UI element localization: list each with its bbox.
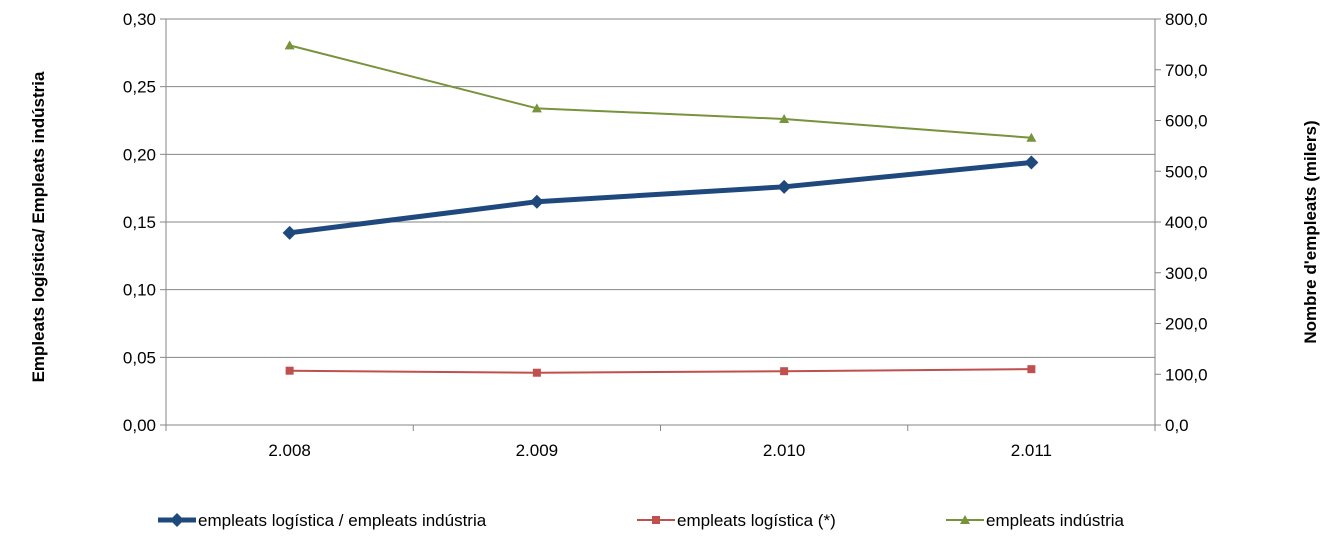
left-axis-ticks: 0,00 0,05 0,10 0,15 0,20 0,25 0,30 (123, 10, 166, 435)
series-3-point (1026, 132, 1037, 142)
legend-swatch-marker (170, 513, 184, 527)
series-1-point (282, 225, 297, 240)
left-tick-label: 0,05 (123, 348, 156, 367)
x-tick-label: 2.009 (516, 441, 559, 460)
series-3-point (531, 103, 542, 113)
series-3 (284, 40, 1037, 142)
right-tick-label: 600,0 (1165, 112, 1208, 131)
legend-label: empleats logística / empleats indústria (198, 511, 487, 530)
right-axis-title: Nombre d'empleats (milers) (1301, 120, 1320, 343)
series-3-point (284, 40, 295, 50)
series-2-point (532, 368, 541, 377)
series-2-point (780, 367, 789, 376)
legend-swatch-marker (960, 515, 970, 524)
x-tick-label: 2.008 (268, 441, 311, 460)
series-3-point (779, 113, 790, 123)
legend-item-1: empleats logística / empleats indústria (158, 511, 487, 530)
legend-item-2: empleats logística (*) (637, 511, 836, 530)
series-2-line (289, 368, 1032, 374)
right-tick-label: 700,0 (1165, 61, 1208, 80)
left-tick-label: 0,20 (123, 145, 156, 164)
right-tick-label: 300,0 (1165, 264, 1208, 283)
gridlines (166, 18, 1155, 358)
right-tick-label: 200,0 (1165, 315, 1208, 334)
series-1 (282, 155, 1039, 240)
series-layer (282, 40, 1039, 377)
left-axis-title: Empleats logística/ Empleats indústria (29, 71, 48, 382)
left-tick-label: 0,30 (123, 10, 156, 29)
series-1-line (289, 159, 1032, 236)
series-1-point (529, 194, 544, 209)
x-tick-label: 2.011 (1011, 441, 1052, 460)
series-2 (285, 365, 1036, 377)
left-tick-label: 0,15 (123, 213, 156, 232)
right-tick-label: 800,0 (1165, 10, 1208, 29)
legend-label: empleats logística (*) (677, 511, 836, 530)
legend-item-3: empleats indústria (946, 511, 1125, 530)
x-axis-ticks: 2.008 2.009 2.010 2.011 (165, 425, 1156, 460)
legend: empleats logística / empleats indústria e… (158, 511, 1125, 530)
left-tick-label: 0,10 (123, 281, 156, 300)
right-tick-label: 0,0 (1165, 416, 1189, 435)
right-axis-ticks: 0,0 100,0 200,0 300,0 400,0 500,0 600,0 700,0 80… (1155, 10, 1208, 435)
series-2-point (1027, 365, 1036, 374)
legend-label: empleats indústria (986, 511, 1125, 530)
right-tick-label: 100,0 (1165, 365, 1208, 384)
left-tick-label: 0,00 (123, 416, 156, 435)
series-1-point (777, 179, 792, 194)
left-tick-label: 0,25 (123, 78, 156, 97)
x-tick-label: 2.010 (763, 441, 806, 460)
right-tick-label: 500,0 (1165, 162, 1208, 181)
right-tick-label: 400,0 (1165, 213, 1208, 232)
series-1-point (1024, 155, 1039, 170)
series-3-line (289, 44, 1032, 139)
series-2-point (285, 366, 294, 375)
legend-swatch-marker (652, 516, 660, 524)
